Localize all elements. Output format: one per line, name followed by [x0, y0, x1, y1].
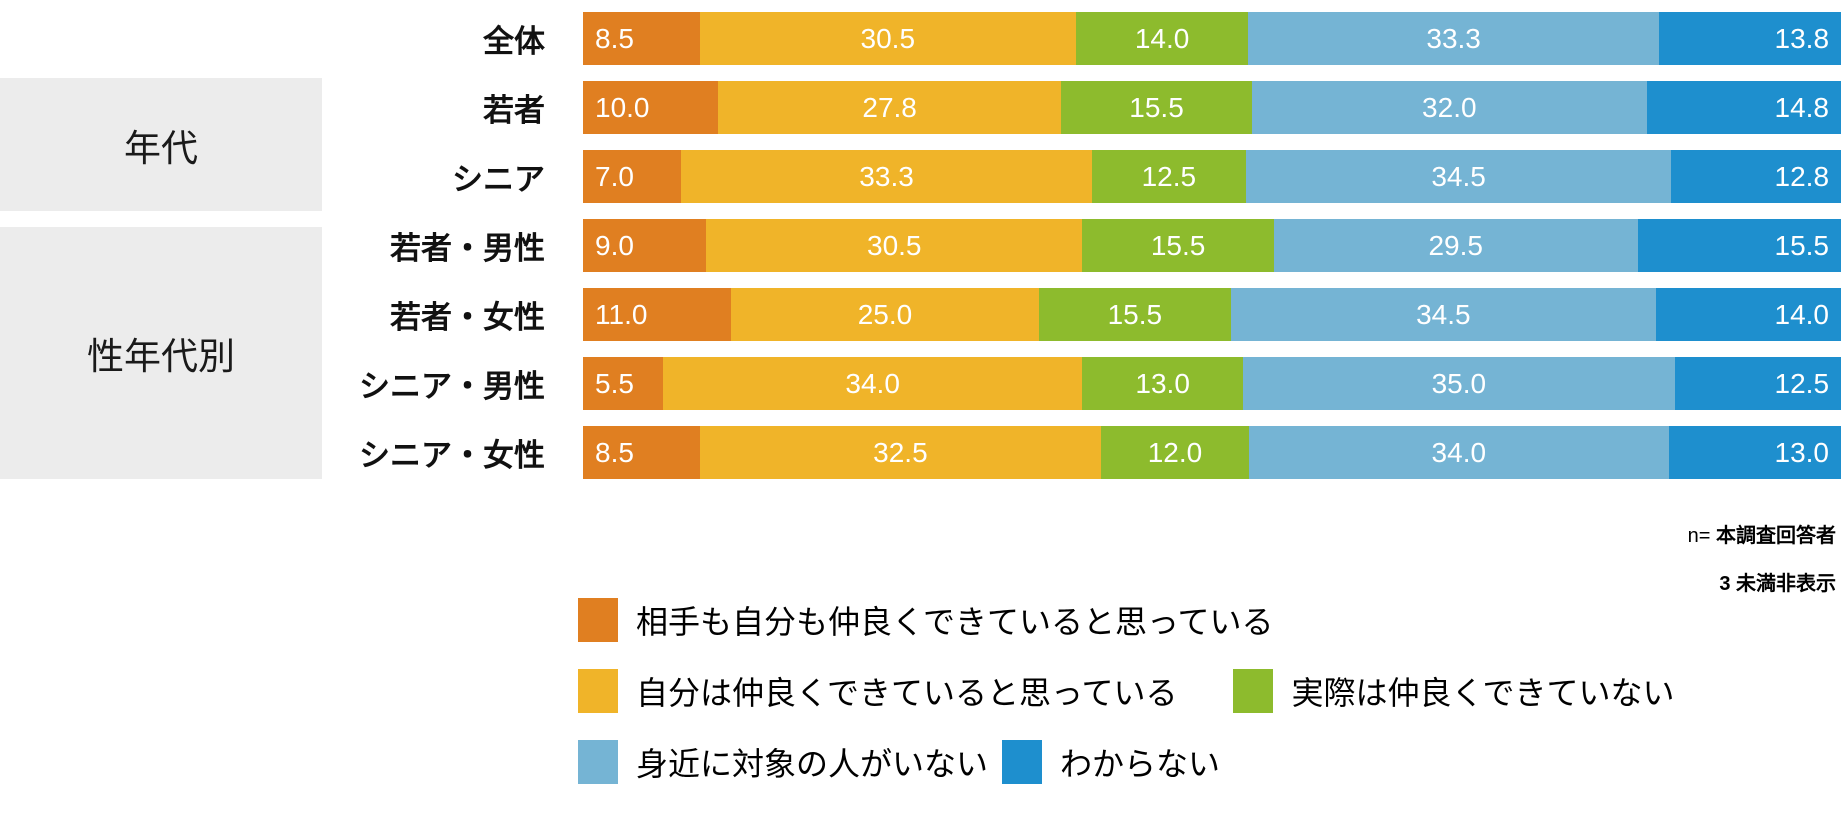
bar-segment: 34.0 — [662, 357, 1083, 410]
legend-swatch-icon — [578, 740, 618, 784]
chart-notes: n= 本調査回答者 3 未満非表示 — [1688, 512, 1836, 608]
bar-segment: 15.5 — [1060, 81, 1253, 134]
bar-row: シニア・男性 5.5 34.0 13.0 35.0 12.5 — [0, 357, 1841, 410]
legend-line: 相手も自分も仲良くできていると思っている — [578, 597, 1675, 643]
legend-item: 身近に対象の人がいない — [578, 739, 988, 785]
bar-segment: 8.5 — [583, 426, 700, 479]
bar-segment: 33.3 — [1248, 12, 1659, 65]
bar-row: シニア 7.0 33.3 12.5 34.5 12.8 — [0, 150, 1841, 203]
bar-segment: 15.5 — [1637, 219, 1841, 272]
legend-swatch-icon — [1233, 669, 1274, 713]
bar-segment: 32.0 — [1252, 81, 1647, 134]
legend-item: 相手も自分も仲良くできていると思っている — [578, 597, 1273, 643]
row-label: 若者・男性 — [390, 231, 545, 266]
bar-segment: 13.0 — [1082, 357, 1243, 410]
bar-segment: 13.8 — [1658, 12, 1841, 65]
bar-segment: 10.0 — [583, 81, 719, 134]
bar-segment: 15.5 — [1039, 288, 1231, 341]
note-n-label: 本調査回答者 — [1716, 525, 1836, 547]
legend-label: 実際は仲良くできていない — [1291, 675, 1675, 711]
bar-row: シニア・女性 8.5 32.5 12.0 34.0 13.0 — [0, 426, 1841, 479]
legend-swatch-icon — [578, 669, 618, 713]
stacked-bar: 11.0 25.0 15.5 34.5 14.0 — [583, 288, 1841, 341]
stacked-bar: 5.5 34.0 13.0 35.0 12.5 — [583, 357, 1841, 410]
bar-segment: 12.8 — [1671, 150, 1841, 203]
bar-segment: 13.0 — [1668, 426, 1841, 479]
legend-item: わからない — [1002, 739, 1220, 785]
legend-label: わからない — [1060, 746, 1221, 782]
row-label: シニア・男性 — [359, 369, 545, 404]
stacked-bar: 8.5 30.5 14.0 33.3 13.8 — [583, 12, 1841, 65]
bar-segment: 12.5 — [1091, 150, 1246, 203]
stacked-bar: 9.0 30.5 15.5 29.5 15.5 — [583, 219, 1841, 272]
bar-segment: 34.0 — [1249, 426, 1669, 479]
bar-segment: 33.3 — [681, 150, 1092, 203]
bar-segment: 8.5 — [583, 12, 700, 65]
bar-row: 若者・女性 11.0 25.0 15.5 34.5 14.0 — [0, 288, 1841, 341]
row-label: シニア — [452, 162, 545, 197]
legend-line: 身近に対象の人がいない わからない — [578, 739, 1675, 785]
legend-line: 自分は仲良くできていると思っている 実際は仲良くできていない — [578, 668, 1675, 714]
legend: 相手も自分も仲良くできていると思っている 自分は仲良くできていると思っている 実際は… — [578, 597, 1675, 810]
stacked-bar: 8.5 32.5 12.0 34.0 13.0 — [583, 426, 1841, 479]
legend-item: 実際は仲良くできていない — [1233, 668, 1675, 714]
legend-label: 相手も自分も仲良くできていると思っている — [636, 604, 1274, 640]
bar-segment: 12.5 — [1674, 357, 1841, 410]
bar-segment: 14.0 — [1656, 288, 1841, 341]
legend-label: 自分は仲良くできていると思っている — [636, 675, 1178, 711]
note-n-prefix: n= — [1687, 525, 1711, 547]
bar-segment: 30.5 — [706, 219, 1083, 272]
stacked-bar-chart: 全体 8.5 30.5 14.0 33.3 13.8 若者 10.0 27.8 15.5 32.0 1… — [0, 12, 1841, 495]
group-box-gender-age: 性年代別 — [0, 227, 322, 479]
legend-label: 身近に対象の人がいない — [636, 746, 989, 782]
bar-segment: 5.5 — [583, 357, 663, 410]
group-box-age: 年代 — [0, 78, 322, 211]
bar-segment: 15.5 — [1082, 219, 1274, 272]
bar-segment: 30.5 — [699, 12, 1076, 65]
row-label: 全体 — [483, 24, 545, 59]
note-hidden-threshold: 3 未満非表示 — [1719, 573, 1836, 595]
bar-row: 若者 10.0 27.8 15.5 32.0 14.8 — [0, 81, 1841, 134]
bar-segment: 14.0 — [1075, 12, 1249, 65]
bar-segment: 35.0 — [1242, 357, 1675, 410]
group-label-gender-age: 性年代別 — [87, 336, 235, 377]
row-label: 若者 — [483, 93, 545, 128]
row-label: シニア・女性 — [359, 438, 545, 473]
bar-segment: 14.8 — [1646, 81, 1841, 134]
bar-row: 若者・男性 9.0 30.5 15.5 29.5 15.5 — [0, 219, 1841, 272]
stacked-bar: 10.0 27.8 15.5 32.0 14.8 — [583, 81, 1841, 134]
bar-segment: 32.5 — [699, 426, 1101, 479]
legend-item: 自分は仲良くできていると思っている — [578, 668, 1177, 714]
row-label: 若者・女性 — [390, 300, 545, 335]
bar-segment: 9.0 — [583, 219, 707, 272]
stacked-bar: 7.0 33.3 12.5 34.5 12.8 — [583, 150, 1841, 203]
bar-segment: 29.5 — [1273, 219, 1638, 272]
bar-segment: 11.0 — [583, 288, 731, 341]
bar-segment: 34.5 — [1230, 288, 1657, 341]
bar-row: 全体 8.5 30.5 14.0 33.3 13.8 — [0, 12, 1841, 65]
legend-swatch-icon — [1002, 740, 1043, 784]
bar-segment: 27.8 — [718, 81, 1061, 134]
note-sample-size: n= 本調査回答者 — [1688, 512, 1836, 560]
bar-segment: 12.0 — [1100, 426, 1250, 479]
bar-segment: 7.0 — [583, 150, 682, 203]
bar-segment: 34.5 — [1245, 150, 1672, 203]
legend-swatch-icon — [578, 598, 618, 642]
bar-segment: 25.0 — [730, 288, 1040, 341]
group-label-age: 年代 — [124, 127, 198, 169]
